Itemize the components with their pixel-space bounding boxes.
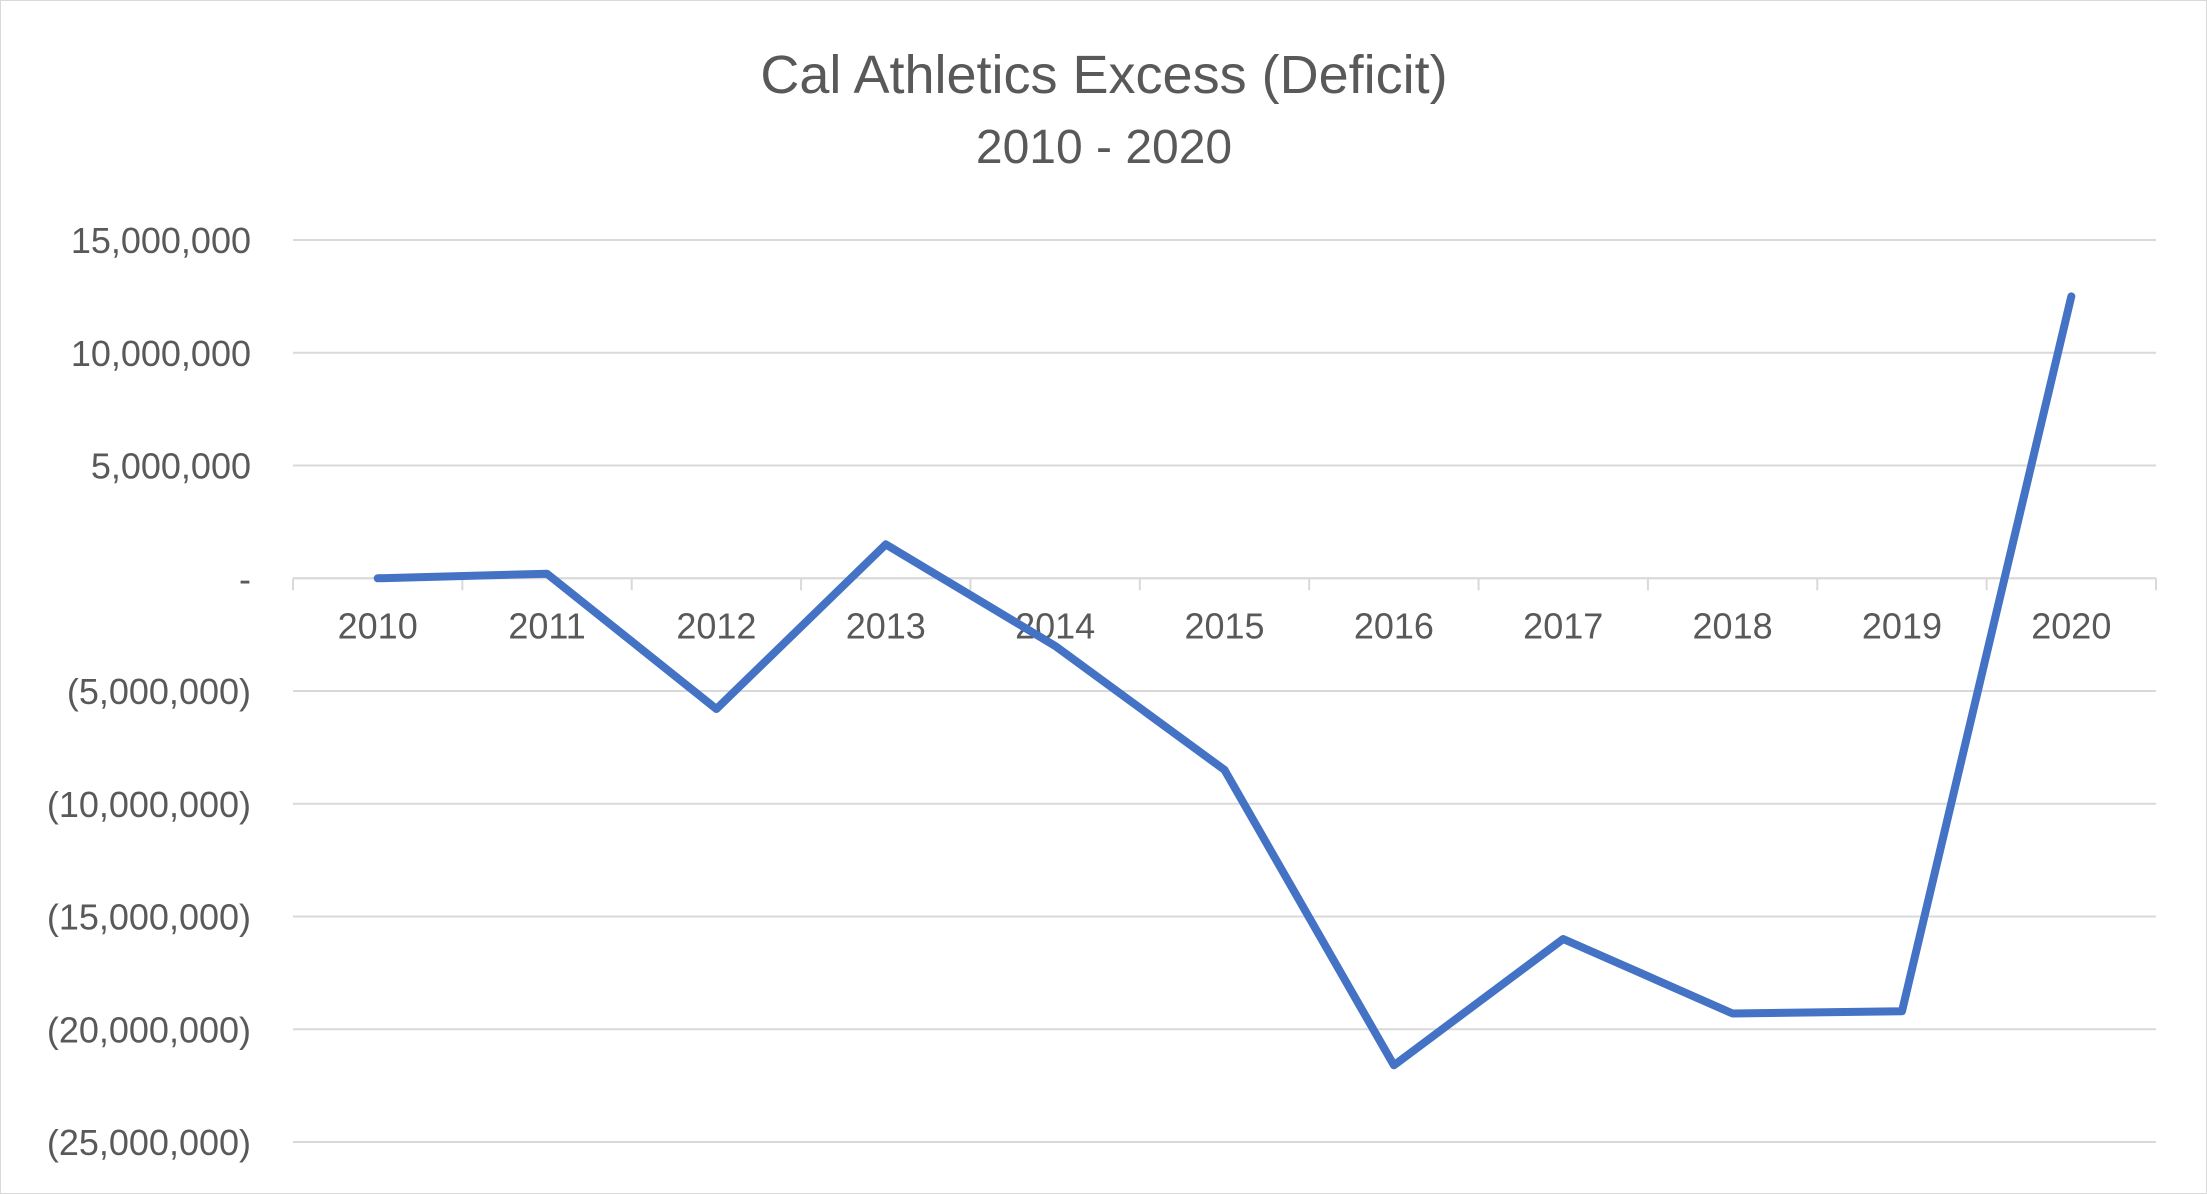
- x-tick-label: 2019: [1862, 605, 1942, 646]
- series-line: [373, 292, 2076, 1070]
- series-layer: [373, 292, 2076, 1070]
- x-tick-label: 2010: [338, 605, 418, 646]
- x-tick-label: 2015: [1184, 605, 1264, 646]
- y-tick-label: (5,000,000): [67, 671, 251, 712]
- x-tick-label: 2012: [676, 605, 756, 646]
- y-tick-label: (10,000,000): [47, 784, 251, 825]
- x-tick-label: 2017: [1523, 605, 1603, 646]
- x-axis-tick-labels: 2010 2011 2012 2013 2014 2015 2016 2017 2018 2019…: [338, 605, 2112, 646]
- chart-title: Cal Athletics Excess (Deficit): [760, 45, 1447, 105]
- y-tick-label: 15,000,000: [71, 220, 251, 261]
- chart-subtitle: 2010 - 2020: [976, 121, 1232, 174]
- x-axis: [292, 577, 2157, 591]
- y-tick-label: (15,000,000): [47, 897, 251, 938]
- x-tick-label: 2020: [2031, 605, 2111, 646]
- x-tick-label: 2016: [1354, 605, 1434, 646]
- y-tick-label: 10,000,000: [71, 333, 251, 374]
- y-axis-tick-labels: 15,000,000 10,000,000 5,000,000 - (5,000,000…: [47, 220, 251, 1163]
- y-tick-label: (25,000,000): [47, 1122, 251, 1163]
- x-tick-label: 2018: [1693, 605, 1773, 646]
- y-tick-label: -: [239, 558, 251, 599]
- x-tick-label: 2011: [508, 605, 585, 646]
- gridlines: [293, 239, 2156, 1143]
- x-tick-label: 2013: [846, 605, 926, 646]
- y-tick-label: 5,000,000: [91, 446, 251, 487]
- y-tick-label: (20,000,000): [47, 1009, 251, 1050]
